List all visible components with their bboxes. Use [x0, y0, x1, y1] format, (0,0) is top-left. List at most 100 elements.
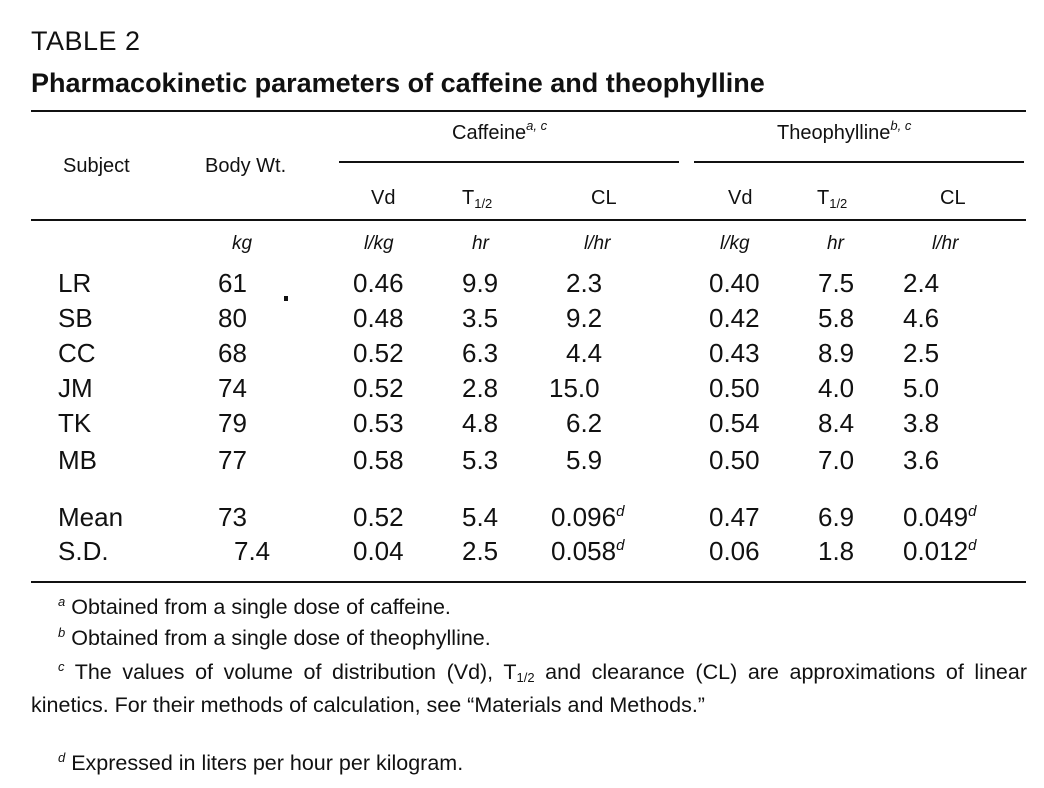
footnote-d-ref: d: [968, 503, 977, 520]
cell-caffeine-cl-value: 4.4: [566, 338, 603, 368]
cell-body-wt-value: 73: [218, 502, 247, 532]
cell-subject: Mean: [58, 502, 123, 533]
cell-theophylline-vd-value: 0.54: [709, 408, 760, 438]
footnote-b-mark: b: [58, 625, 66, 640]
cell-caffeine-cl-value: 0.096: [551, 502, 617, 532]
cell-theophylline-cl-value: 4.6: [903, 303, 940, 333]
header-subject: Subject: [63, 155, 130, 177]
cell-theophylline-t-half: 8.4: [818, 408, 854, 439]
cell-caffeine-cl: 15.0: [549, 373, 600, 404]
table-label: TABLE 2: [31, 26, 141, 56]
footnote-c-mark: c: [58, 659, 65, 674]
cell-body-wt-value: 79: [218, 408, 247, 438]
cell-caffeine-cl: 4.4: [566, 338, 602, 369]
cell-caffeine-vd: 0.04: [353, 536, 404, 567]
cell-theophylline-vd-value: 0.40: [709, 268, 760, 298]
footnote-d-ref: d: [968, 537, 977, 554]
cell-caffeine-cl-value: 0.058: [551, 536, 617, 566]
cell-theophylline-vd-value: 0.47: [709, 502, 760, 532]
caffeine-group-label: Caffeine: [452, 122, 527, 144]
table-title: Pharmacokinetic parameters of caffeine a…: [31, 68, 765, 98]
cell-theophylline-vd: 0.43: [709, 338, 760, 369]
footnote-c: c The values of volume of distribution (…: [31, 657, 1027, 721]
cell-caffeine-t-half-value: 2.5: [462, 536, 499, 566]
cell-theophylline-t-half-value: 6.9: [818, 502, 855, 532]
cell-theophylline-cl: 2.5: [903, 338, 939, 369]
cell-subject-value: SB: [58, 303, 93, 333]
cell-subject: CC: [58, 338, 96, 369]
cell-theophylline-cl: 5.0: [903, 373, 939, 404]
header-theophylline-cl: CL: [940, 187, 966, 209]
cell-caffeine-t-half-value: 3.5: [462, 303, 499, 333]
footnote-d-ref: d: [616, 503, 625, 520]
cell-caffeine-cl: 0.096d: [551, 502, 624, 533]
cell-theophylline-cl-value: 2.5: [903, 338, 940, 368]
cell-subject-value: S.D.: [58, 536, 109, 566]
cell-body-wt-value: 68: [218, 338, 247, 368]
header-caffeine-vd: Vd: [371, 187, 396, 209]
cell-theophylline-cl-value: 0.049: [903, 502, 969, 532]
footnote-b: b Obtained from a single dose of theophy…: [58, 625, 491, 651]
header-theophylline-group: Theophyllineb, c: [777, 118, 911, 145]
theophylline-group-footnote-marks: b, c: [890, 118, 912, 133]
header-bottom-rule: [31, 219, 1026, 221]
cell-theophylline-vd-value: 0.42: [709, 303, 760, 333]
cell-caffeine-t-half-value: 5.4: [462, 502, 499, 532]
cell-caffeine-vd: 0.52: [353, 502, 404, 533]
cell-caffeine-t-half-value: 9.9: [462, 268, 499, 298]
cell-body-wt: 74: [218, 373, 247, 404]
cell-caffeine-t-half: 2.8: [462, 373, 498, 404]
cell-caffeine-t-half: 5.4: [462, 502, 498, 533]
cell-caffeine-t-half: 2.5: [462, 536, 498, 567]
table-bottom-rule: [31, 581, 1026, 583]
t-half-subscript: 1/2: [474, 196, 493, 211]
cell-caffeine-vd-value: 0.46: [353, 268, 404, 298]
cell-theophylline-vd: 0.47: [709, 502, 760, 533]
cell-theophylline-cl: 0.049d: [903, 502, 976, 533]
unit-theophylline-cl: l/hr: [932, 233, 959, 254]
header-body-wt: Body Wt.: [205, 155, 287, 177]
cell-body-wt: 68: [218, 338, 247, 369]
cell-theophylline-cl-value: 3.6: [903, 445, 940, 475]
cell-theophylline-t-half: 8.9: [818, 338, 854, 369]
cell-theophylline-t-half-value: 8.9: [818, 338, 855, 368]
cell-subject-value: Mean: [58, 502, 124, 532]
cell-caffeine-vd-value: 0.52: [353, 338, 404, 368]
cell-caffeine-t-half: 6.3: [462, 338, 498, 369]
cell-theophylline-cl: 3.6: [903, 445, 939, 476]
cell-theophylline-vd-value: 0.06: [709, 536, 760, 566]
header-caffeine-group: Caffeinea, c: [452, 118, 547, 145]
unit-theophylline-vd: l/kg: [720, 233, 750, 254]
header-caffeine-t-half: T1/2: [462, 187, 493, 211]
footnote-a-text: Obtained from a single dose of caffeine.: [71, 595, 451, 619]
header-theophylline-t-half: T1/2: [817, 187, 847, 211]
footnote-a-mark: a: [58, 594, 66, 609]
cell-subject-value: MB: [58, 445, 97, 475]
cell-body-wt: 77: [218, 445, 247, 476]
cell-caffeine-vd-value: 0.52: [353, 373, 404, 403]
footnote-c-text-after: and clearance (CL) are approximations of…: [31, 660, 1027, 717]
cell-caffeine-vd-value: 0.48: [353, 303, 404, 333]
cell-caffeine-cl-value: 9.2: [566, 303, 603, 333]
cell-caffeine-vd: 0.53: [353, 408, 404, 439]
t-half-symbol: T: [462, 187, 475, 209]
footnote-c-text-before: The values of volume of distribution (Vd…: [74, 660, 517, 684]
unit-caffeine-vd: l/kg: [364, 233, 394, 254]
cell-theophylline-t-half-value: 7.0: [818, 445, 855, 475]
cell-caffeine-cl: 5.9: [566, 445, 602, 476]
cell-body-wt-value: 80: [218, 303, 247, 333]
unit-theophylline-t-half: hr: [827, 233, 844, 254]
table-top-rule: [31, 110, 1026, 112]
cell-caffeine-t-half-value: 5.3: [462, 445, 499, 475]
cell-caffeine-cl: 9.2: [566, 303, 602, 334]
cell-body-wt-value: 74: [218, 373, 247, 403]
cell-caffeine-vd: 0.48: [353, 303, 404, 334]
cell-theophylline-cl-value: 2.4: [903, 268, 940, 298]
cell-theophylline-cl-value: 3.8: [903, 408, 940, 438]
footnote-d-mark: d: [58, 750, 66, 765]
cell-theophylline-vd-value: 0.50: [709, 373, 760, 403]
cell-caffeine-cl-value: 5.9: [566, 445, 603, 475]
cell-caffeine-vd: 0.52: [353, 338, 404, 369]
header-theophylline-vd: Vd: [728, 187, 753, 209]
cell-theophylline-cl: 4.6: [903, 303, 939, 334]
